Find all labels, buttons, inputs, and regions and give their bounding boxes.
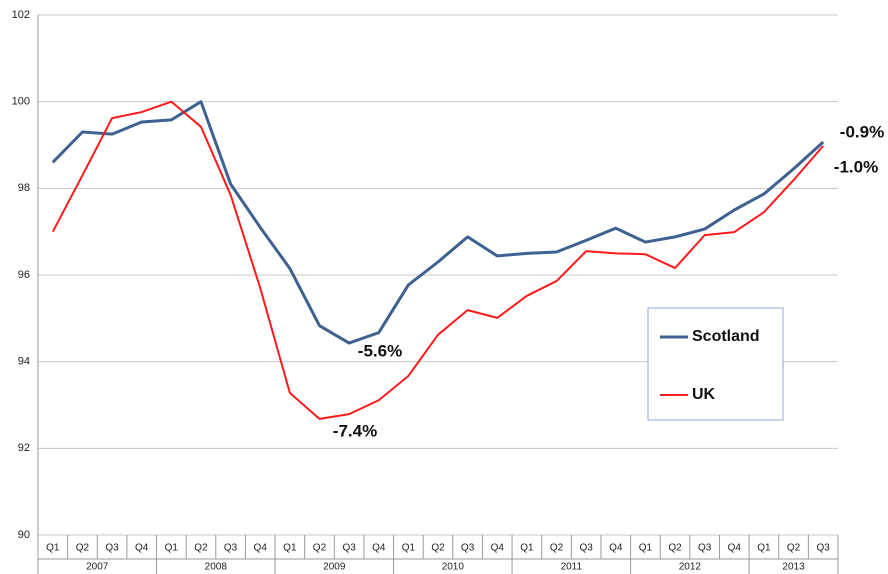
x-tick-label: Q3 <box>224 543 238 554</box>
y-tick-label: 96 <box>18 269 30 281</box>
year-label: 2009 <box>323 562 346 573</box>
x-tick-label: Q3 <box>342 543 356 554</box>
year-label: 2011 <box>561 562 583 573</box>
x-tick-label: Q1 <box>520 543 534 554</box>
x-tick-label: Q2 <box>550 543 564 554</box>
x-tick-label: Q2 <box>668 543 682 554</box>
x-tick-label: Q4 <box>728 543 742 554</box>
y-tick-label: 98 <box>18 182 30 194</box>
x-tick-label: Q1 <box>46 543 60 554</box>
x-tick-label: Q1 <box>283 543 297 554</box>
annotation: -1.0% <box>834 157 878 176</box>
line-series <box>51 100 825 345</box>
y-tick-label: 94 <box>18 356 30 368</box>
legend-label: UK <box>692 386 716 403</box>
year-label: 2008 <box>205 562 228 573</box>
x-tick-label: Q3 <box>579 543 593 554</box>
x-tick-label: Q1 <box>757 543 771 554</box>
year-label: 2007 <box>86 562 109 573</box>
x-tick-label: Q2 <box>313 543 327 554</box>
y-tick-label: 90 <box>18 529 30 541</box>
annotation: -5.6% <box>358 341 402 360</box>
y-tick-label: 100 <box>12 96 30 108</box>
x-tick-label: Q4 <box>491 543 505 554</box>
annotation: -0.9% <box>840 122 884 141</box>
x-tick-label: Q2 <box>787 543 801 554</box>
annotation: -7.4% <box>333 421 377 440</box>
legend-label: Scotland <box>692 328 760 345</box>
year-label: 2010 <box>442 562 465 573</box>
y-tick-label: 92 <box>18 442 30 454</box>
year-label: 2013 <box>782 562 805 573</box>
x-tick-label: Q2 <box>76 543 90 554</box>
line-series <box>51 100 824 420</box>
x-tick-label: Q1 <box>165 543 179 554</box>
x-tick-label: Q3 <box>105 543 119 554</box>
x-tick-label: Q1 <box>639 543 653 554</box>
x-tick-label: Q2 <box>194 543 208 554</box>
x-tick-label: Q4 <box>372 543 386 554</box>
y-tick-label: 102 <box>12 9 30 21</box>
x-tick-label: Q2 <box>431 543 445 554</box>
year-label: 2012 <box>679 562 702 573</box>
x-tick-label: Q3 <box>461 543 475 554</box>
x-tick-label: Q4 <box>135 543 149 554</box>
legend-box <box>647 307 784 421</box>
x-tick-label: Q4 <box>254 543 268 554</box>
x-tick-label: Q3 <box>817 543 831 554</box>
x-tick-label: Q4 <box>609 543 623 554</box>
x-tick-label: Q1 <box>402 543 416 554</box>
x-tick-label: Q3 <box>698 543 712 554</box>
